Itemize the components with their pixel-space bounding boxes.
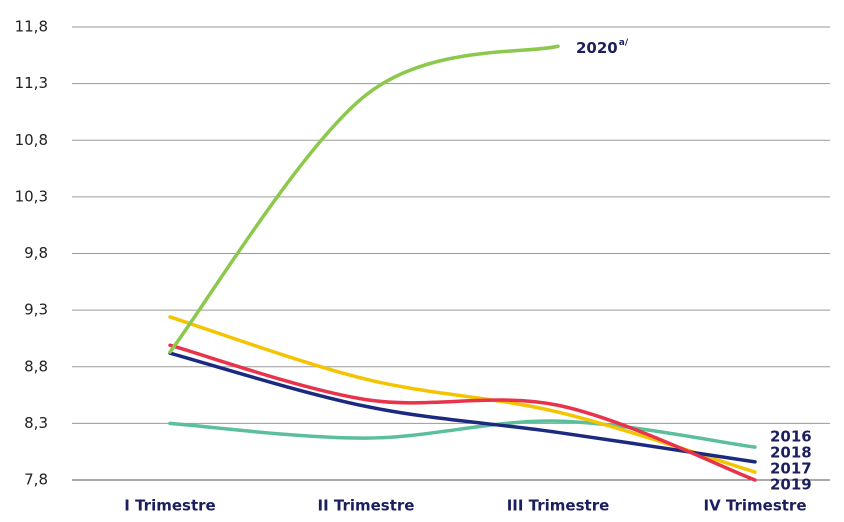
line [168, 351, 757, 464]
y-tick-label: 10,8 [15, 131, 48, 149]
y-tick-label: 11,8 [15, 18, 48, 36]
line [168, 419, 757, 449]
y-tick-label: 8,3 [24, 414, 48, 432]
series-superscript: a/ [619, 38, 629, 48]
x-tick-label: IV Trimestre [703, 497, 806, 515]
line [168, 44, 560, 354]
series-label: 2019 [770, 476, 812, 494]
series-label: 2018 [770, 444, 812, 462]
y-tick-label: 10,3 [15, 187, 48, 205]
y-tick-label: 9,8 [24, 244, 48, 262]
series-label: 2017 [770, 460, 812, 478]
y-tick-label: 8,8 [24, 357, 48, 375]
line [168, 343, 757, 482]
x-tick-label: I Trimestre [124, 497, 215, 515]
y-tick-label: 11,3 [15, 74, 48, 92]
y-tick-label: 9,3 [24, 301, 48, 319]
x-tick-label: II Trimestre [318, 497, 415, 515]
series-label: 2020 [576, 39, 618, 57]
y-tick-label: 7,8 [24, 471, 48, 489]
series-label: 2016 [770, 428, 812, 446]
x-tick-label: III Trimestre [507, 497, 610, 515]
